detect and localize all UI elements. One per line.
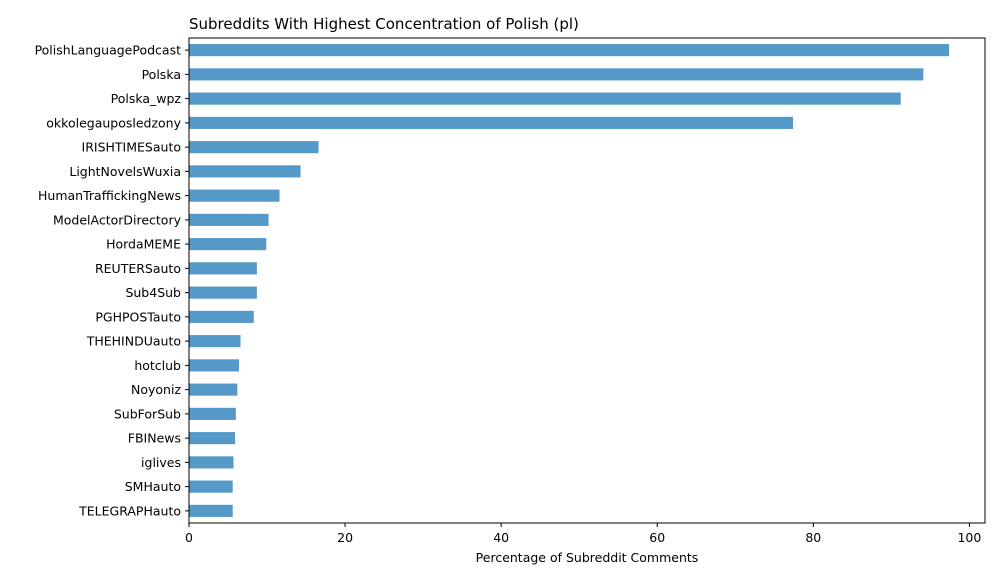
- bar-PGHPOSTauto: [189, 310, 254, 323]
- x-tick-label: 100: [957, 530, 981, 545]
- bar-SubForSub: [189, 407, 236, 420]
- y-tick-label: IRISHTIMESauto: [82, 140, 181, 155]
- chart-title: Subreddits With Highest Concentration of…: [189, 15, 579, 33]
- bar-hotclub: [189, 359, 239, 372]
- y-tick-label: Noyoniz: [131, 382, 181, 397]
- y-tick-label: ModelActorDirectory: [53, 212, 182, 227]
- bar-SMHauto: [189, 480, 233, 493]
- bar-Noyoniz: [189, 383, 238, 396]
- y-tick-label: TELEGRAPHauto: [78, 503, 181, 518]
- y-tick-label: okkolegauposledzony: [46, 115, 181, 130]
- bars-layer: [189, 44, 950, 517]
- x-axis-title: Percentage of Subreddit Comments: [476, 550, 699, 565]
- y-tick-label: THEHINDUauto: [86, 334, 181, 349]
- y-tick-label: REUTERSauto: [95, 261, 181, 276]
- x-tick-label: 80: [805, 530, 821, 545]
- y-tick-label: SMHauto: [125, 479, 181, 494]
- bar-IRISHTIMESauto: [189, 141, 319, 154]
- y-tick-label: PolishLanguagePodcast: [35, 43, 182, 58]
- y-tick-label: iglives: [141, 455, 181, 470]
- bar-REUTERSauto: [189, 262, 257, 275]
- y-tick-label: Polska: [142, 67, 181, 82]
- y-tick-label: SubForSub: [114, 406, 181, 421]
- bar-FBINews: [189, 432, 236, 445]
- y-tick-label: HumanTraffickingNews: [38, 188, 181, 203]
- bar-ModelActorDirectory: [189, 213, 269, 226]
- bar-HumanTraffickingNews: [189, 189, 280, 202]
- x-tick-label: 0: [185, 530, 193, 545]
- plot-frame: [188, 37, 986, 524]
- y-tick-label: Polska_wpz: [111, 91, 182, 106]
- bar-HordaMEME: [189, 238, 267, 251]
- y-tick-label: hotclub: [134, 358, 181, 373]
- x-tick-label: 60: [649, 530, 665, 545]
- bar-LightNovelsWuxia: [189, 165, 301, 178]
- bar-Sub4Sub: [189, 286, 257, 299]
- bar-TELEGRAPHauto: [189, 504, 233, 517]
- y-tick-label: FBINews: [128, 431, 181, 446]
- bar-iglives: [189, 456, 234, 469]
- y-tick-label: PGHPOSTauto: [95, 309, 181, 324]
- bar-Polska: [189, 68, 924, 81]
- y-tick-label: HordaMEME: [106, 237, 181, 252]
- y-tick-label: Sub4Sub: [125, 285, 181, 300]
- bar-PolishLanguagePodcast: [189, 44, 950, 57]
- bar-okkolegauposledzony: [189, 116, 794, 129]
- x-tick-label: 20: [337, 530, 353, 545]
- bar-Polska_wpz: [189, 92, 901, 105]
- x-tick-label: 40: [493, 530, 509, 545]
- bar-THEHINDUauto: [189, 335, 241, 348]
- y-tick-label: LightNovelsWuxia: [69, 164, 181, 179]
- x-axis-ticks: 0 20 40 60 80 100: [185, 523, 981, 545]
- y-axis-ticks: PolishLanguagePodcast Polska Polska_wpzokk…: [35, 43, 189, 518]
